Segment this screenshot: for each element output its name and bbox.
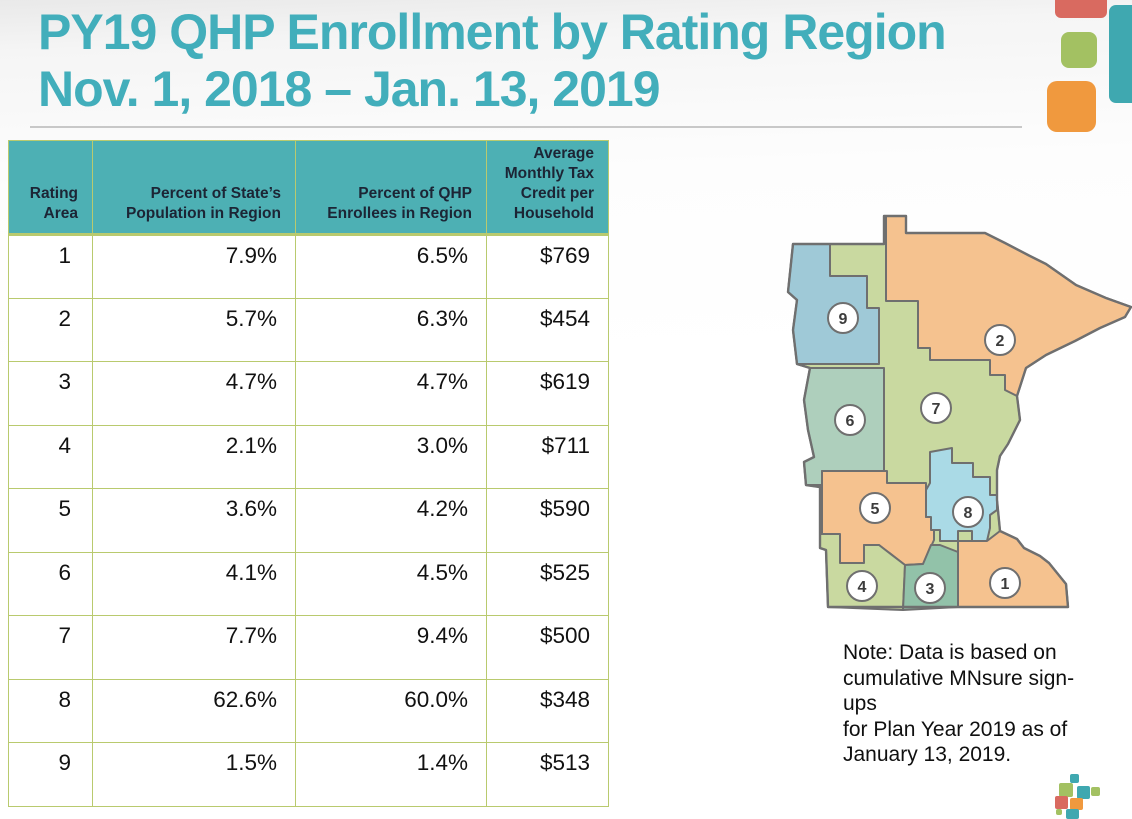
table-row: 5 3.6% 4.2% $590 xyxy=(8,488,609,553)
region-badge-circle xyxy=(834,404,866,436)
region-badge-circle xyxy=(984,324,1016,356)
region-badge-circle xyxy=(952,496,984,528)
cell-rating_area: 7 xyxy=(8,615,93,680)
state-outline xyxy=(786,214,1132,609)
cell-percent_enrollees: 6.3% xyxy=(295,297,487,362)
cell-avg_tax_credit: $348 xyxy=(486,678,609,743)
cell-avg_tax_credit: $711 xyxy=(486,424,609,489)
region-badge-number: 1 xyxy=(1001,576,1010,593)
cell-percent_population: 1.5% xyxy=(92,742,296,807)
table-row: 2 5.7% 6.3% $454 xyxy=(8,297,609,362)
cell-percent_enrollees: 4.2% xyxy=(295,488,487,553)
region-badge-number: 3 xyxy=(926,581,935,598)
page-title-line2: Nov. 1, 2018 – Jan. 13, 2019 xyxy=(38,61,661,117)
cell-percent_enrollees: 4.7% xyxy=(295,361,487,426)
region-2-badge: 2 xyxy=(984,324,1016,356)
region-3-badge: 3 xyxy=(914,572,946,604)
table-row: 9 1.5% 1.4% $513 xyxy=(8,742,609,807)
region-badge-number: 7 xyxy=(932,401,941,418)
logo-square xyxy=(1077,786,1090,799)
cell-percent_enrollees: 60.0% xyxy=(295,678,487,743)
region-7-badge: 7 xyxy=(920,392,952,424)
cell-rating_area: 2 xyxy=(8,297,93,362)
cell-percent_enrollees: 4.5% xyxy=(295,551,487,616)
region-badge-circle xyxy=(827,302,859,334)
region-badge-number: 2 xyxy=(996,333,1005,350)
cell-percent_population: 7.9% xyxy=(92,234,296,299)
table-row: 6 4.1% 4.5% $525 xyxy=(8,551,609,616)
cell-percent_enrollees: 9.4% xyxy=(295,615,487,680)
page-title: PY19 QHP Enrollment by Rating Region Nov… xyxy=(38,4,1038,118)
cell-percent_population: 62.6% xyxy=(92,678,296,743)
cell-rating_area: 8 xyxy=(8,678,93,743)
logo-square xyxy=(1070,798,1083,810)
region-6-badge: 6 xyxy=(834,404,866,436)
logo-square xyxy=(1070,774,1079,783)
region-badge-circle xyxy=(859,492,891,524)
table-row: 1 7.9% 6.5% $769 xyxy=(8,234,609,299)
cell-percent_population: 4.7% xyxy=(92,361,296,426)
cell-percent_enrollees: 3.0% xyxy=(295,424,487,489)
cell-percent_population: 2.1% xyxy=(92,424,296,489)
cell-avg_tax_credit: $500 xyxy=(486,615,609,680)
region-badge-number: 8 xyxy=(964,505,973,522)
cell-rating_area: 1 xyxy=(8,234,93,299)
title-divider xyxy=(30,126,1022,128)
logo-square xyxy=(1056,809,1062,815)
region-badge-circle xyxy=(846,570,878,602)
minnesota-map-svg: 1 2 3 4 5 6 7 8 9 xyxy=(786,214,1132,611)
region-badge-number: 6 xyxy=(846,413,855,430)
region-badge-circle xyxy=(914,572,946,604)
logo-square xyxy=(1091,787,1100,796)
cell-percent_population: 7.7% xyxy=(92,615,296,680)
cell-percent_population: 5.7% xyxy=(92,297,296,362)
region-4-badge: 4 xyxy=(846,570,878,602)
region-9-badge: 9 xyxy=(827,302,859,334)
region-8-badge: 8 xyxy=(952,496,984,528)
cell-rating_area: 4 xyxy=(8,424,93,489)
logo-square xyxy=(1059,783,1073,797)
decoration-orange-square xyxy=(1047,81,1096,132)
table-row: 4 2.1% 3.0% $711 xyxy=(8,424,609,489)
header-avg-tax-credit: Average Monthly Tax Credit per Household xyxy=(486,140,609,236)
region-1-badge: 1 xyxy=(989,567,1021,599)
region-badge-circle xyxy=(920,392,952,424)
decoration-green-square xyxy=(1061,32,1097,68)
logo-square xyxy=(1066,809,1079,819)
header-percent-enrollees: Percent of QHP Enrollees in Region xyxy=(295,140,487,236)
cell-avg_tax_credit: $525 xyxy=(486,551,609,616)
page-title-line1: PY19 QHP Enrollment by Rating Region xyxy=(38,4,947,60)
table-header-row: Rating Area Percent of State’s Populatio… xyxy=(8,140,609,236)
cell-percent_population: 4.1% xyxy=(92,551,296,616)
region-badge-number: 5 xyxy=(871,501,880,518)
decoration-teal-bar xyxy=(1109,5,1132,103)
header-rating-area: Rating Area xyxy=(8,140,93,236)
region-badge-number: 4 xyxy=(858,579,867,596)
minnesota-region-map: 1 2 3 4 5 6 7 8 9 xyxy=(786,196,1132,621)
cell-percent_population: 3.6% xyxy=(92,488,296,553)
cell-percent_enrollees: 1.4% xyxy=(295,742,487,807)
cell-rating_area: 3 xyxy=(8,361,93,426)
cell-rating_area: 5 xyxy=(8,488,93,553)
cell-avg_tax_credit: $769 xyxy=(486,234,609,299)
cell-avg_tax_credit: $619 xyxy=(486,361,609,426)
table-row: 8 62.6% 60.0% $348 xyxy=(8,678,609,743)
cell-rating_area: 9 xyxy=(8,742,93,807)
region-badge-circle xyxy=(989,567,1021,599)
table-row: 3 4.7% 4.7% $619 xyxy=(8,361,609,426)
decoration-red-square xyxy=(1055,0,1107,18)
region-5-badge: 5 xyxy=(859,492,891,524)
header-percent-population: Percent of State’s Population in Region xyxy=(92,140,296,236)
cell-avg_tax_credit: $590 xyxy=(486,488,609,553)
cell-avg_tax_credit: $454 xyxy=(486,297,609,362)
cell-avg_tax_credit: $513 xyxy=(486,742,609,807)
cell-rating_area: 6 xyxy=(8,551,93,616)
region-badge-number: 9 xyxy=(839,311,848,328)
map-note: Note: Data is based on cumulative MNsure… xyxy=(843,641,1075,766)
table-row: 7 7.7% 9.4% $500 xyxy=(8,615,609,680)
cell-percent_enrollees: 6.5% xyxy=(295,234,487,299)
logo-square xyxy=(1055,796,1068,809)
enrollment-table: Rating Area Percent of State’s Populatio… xyxy=(8,140,609,807)
